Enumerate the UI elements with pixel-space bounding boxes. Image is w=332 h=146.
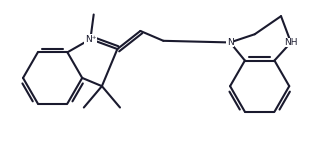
Text: N⁺: N⁺ [85, 35, 96, 44]
Text: NH: NH [284, 38, 298, 47]
Text: N: N [227, 38, 233, 47]
